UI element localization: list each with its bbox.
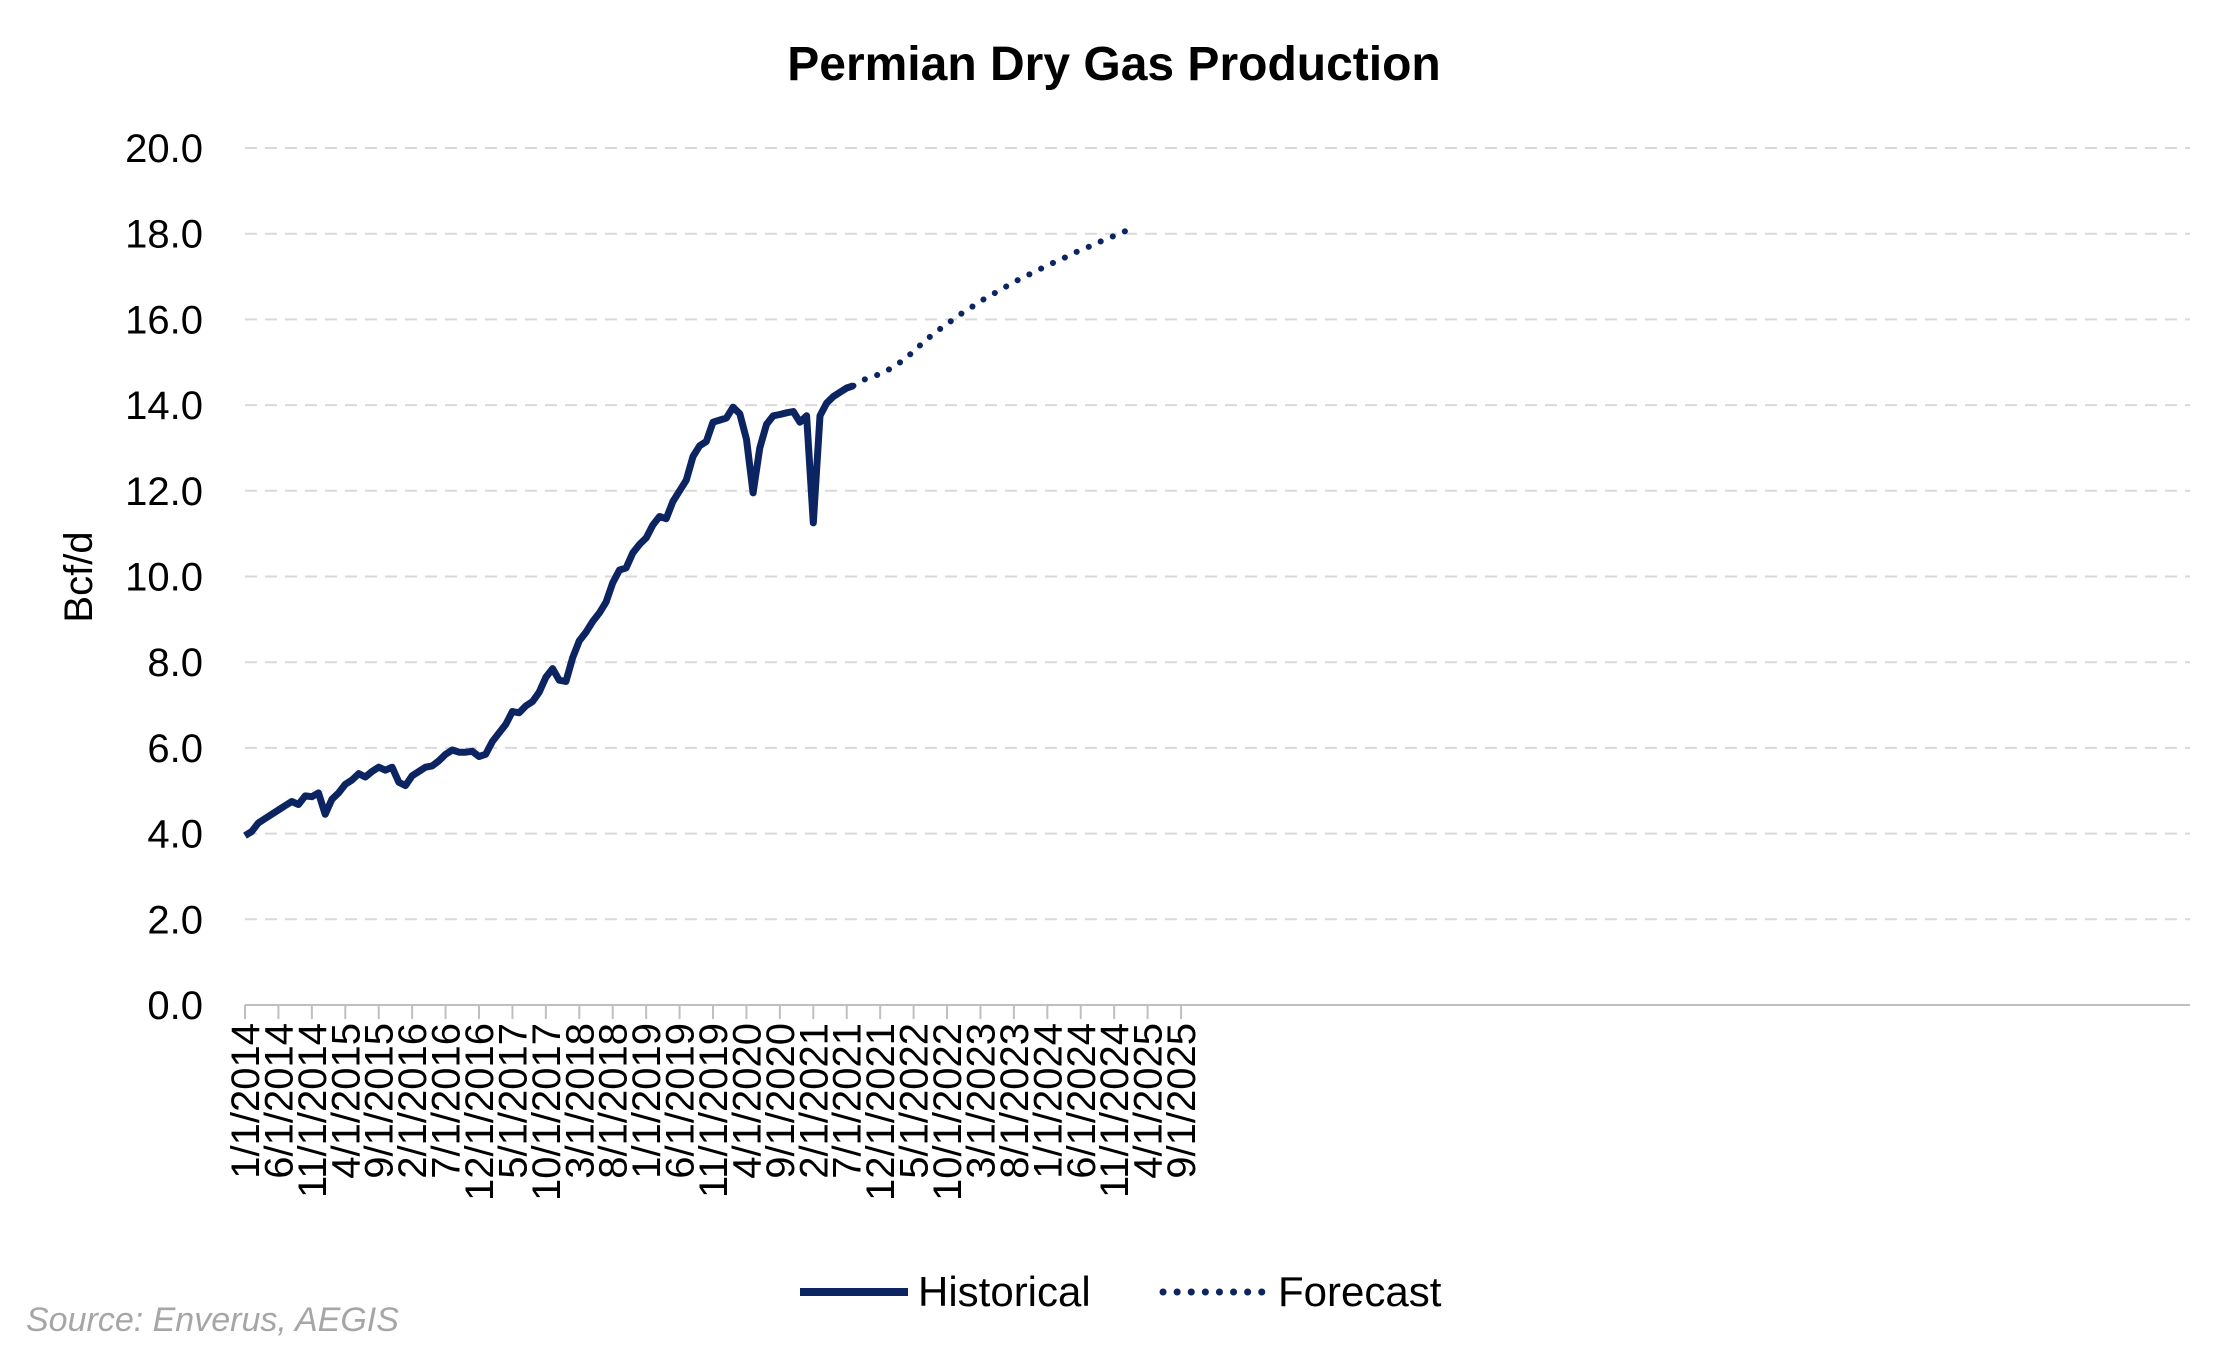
x-tick-label: 5/1/2022	[893, 1023, 937, 1179]
x-tick-label: 10/1/2017	[525, 1023, 569, 1201]
x-tick-label: 8/1/2023	[993, 1023, 1037, 1179]
x-tick-label: 11/1/2024	[1093, 1023, 1137, 1198]
series-lines	[243, 224, 1138, 839]
x-tick-label: 5/1/2017	[491, 1023, 535, 1179]
y-tick-label: 6.0	[147, 727, 203, 771]
x-tick-label: 12/1/2021	[859, 1023, 903, 1201]
x-tick-label: 4/1/2015	[324, 1023, 368, 1179]
x-axis	[244, 1004, 2190, 1019]
x-tick-labels: 1/1/20146/1/201411/1/20144/1/20159/1/201…	[224, 1023, 1204, 1201]
y-tick-label: 8.0	[147, 641, 203, 685]
legend-historical-label: Historical	[918, 1268, 1091, 1315]
x-tick-label: 11/1/2014	[291, 1023, 335, 1198]
y-tick-label: 0.0	[147, 984, 203, 1028]
x-tick-label: 7/1/2021	[826, 1023, 870, 1179]
series-line-forecast	[850, 224, 1138, 389]
y-tick-label: 10.0	[125, 556, 203, 600]
legend-forecast-label: Forecast	[1278, 1268, 1442, 1315]
x-tick-label: 1/1/2014	[224, 1023, 268, 1179]
y-tick-label: 2.0	[147, 898, 203, 942]
legend: Historical Forecast	[800, 1268, 1442, 1315]
x-tick-label: 8/1/2018	[592, 1023, 636, 1179]
x-tick-label: 2/1/2016	[391, 1023, 435, 1179]
x-tick-label: 6/1/2024	[1060, 1023, 1104, 1179]
x-tick-label: 2/1/2021	[792, 1023, 836, 1179]
x-tick-label: 4/1/2025	[1127, 1023, 1171, 1179]
x-tick-label: 3/1/2018	[558, 1023, 602, 1179]
x-tick-label: 9/1/2025	[1160, 1023, 1204, 1179]
x-tick-label: 10/1/2022	[926, 1023, 970, 1201]
x-tick-label: 1/1/2019	[625, 1023, 669, 1179]
chart-title: Permian Dry Gas Production	[787, 38, 1441, 91]
series-line-historical	[243, 382, 855, 839]
gridlines	[245, 147, 2190, 921]
x-tick-label: 6/1/2019	[659, 1023, 703, 1179]
y-axis-label: Bcf/d	[57, 531, 101, 622]
x-tick-label: 1/1/2024	[1026, 1023, 1070, 1179]
x-tick-label: 6/1/2014	[257, 1023, 301, 1179]
y-tick-label: 18.0	[125, 213, 203, 257]
x-tick-label: 7/1/2016	[425, 1023, 469, 1179]
x-tick-label: 4/1/2020	[725, 1023, 769, 1179]
x-tick-label: 9/1/2015	[358, 1023, 402, 1179]
source-note: Source: Enverus, AEGIS	[26, 1301, 399, 1339]
y-tick-labels: 0.0 2.0 4.0 6.0 8.0 10.0 12.0 14.0 16.0 18.0 20.0	[125, 127, 203, 1028]
y-tick-label: 4.0	[147, 813, 203, 857]
x-tick-label: 9/1/2020	[759, 1023, 803, 1179]
y-tick-label: 14.0	[125, 384, 203, 428]
x-tick-label: 12/1/2016	[458, 1023, 502, 1201]
y-tick-label: 20.0	[125, 127, 203, 171]
y-tick-label: 12.0	[125, 470, 203, 514]
y-tick-label: 16.0	[125, 298, 203, 342]
x-tick-label: 11/1/2019	[692, 1023, 736, 1198]
x-tick-label: 3/1/2023	[959, 1023, 1003, 1179]
